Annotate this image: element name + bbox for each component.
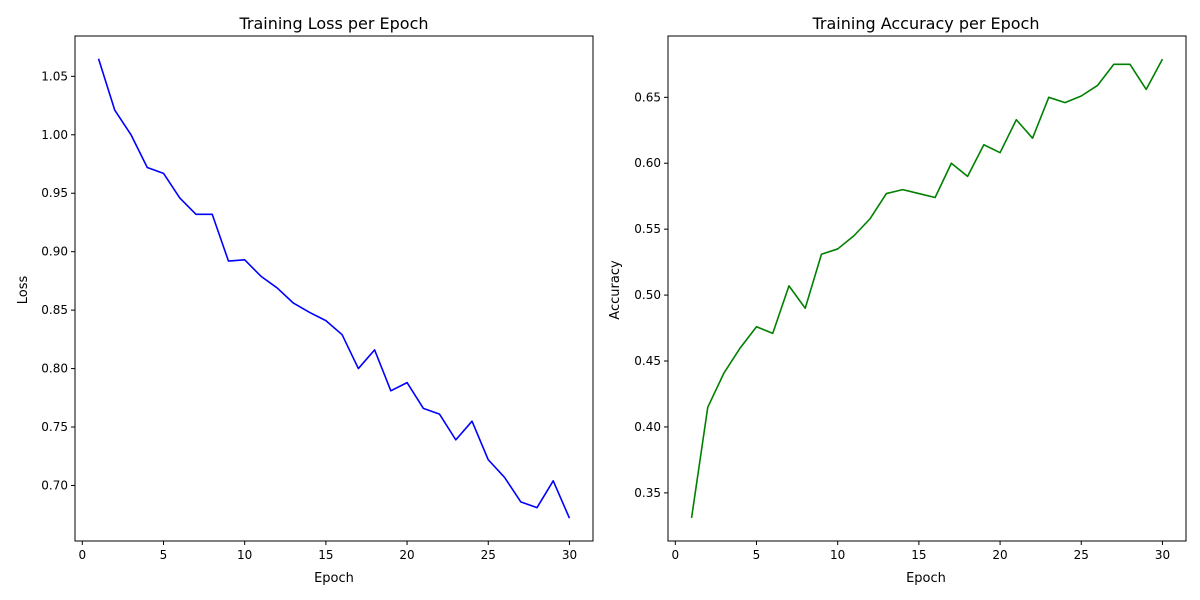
- accuracy-y-tick-label: 0.40: [634, 420, 661, 434]
- loss-series-line: [97, 58, 571, 519]
- accuracy-chart-title: Training Accuracy per Epoch: [811, 14, 1039, 33]
- loss-y-tick-label: 0.70: [41, 478, 68, 492]
- accuracy-y-tick-label: 0.45: [634, 354, 661, 368]
- loss-y-tick-label: 1.00: [41, 128, 68, 142]
- accuracy-x-tick-label: 20: [992, 548, 1007, 562]
- loss-x-tick-label: 0: [78, 548, 86, 562]
- loss-chart-title: Training Loss per Epoch: [238, 14, 428, 33]
- loss-x-tick-label: 25: [481, 548, 496, 562]
- accuracy-axes-frame: [667, 35, 1187, 542]
- loss-y-tick-label: 0.85: [41, 303, 68, 317]
- loss-chart: Training Loss per Epoch Epoch Loss 0 5 10 1…: [16, 14, 594, 586]
- loss-y-tick-label: 0.80: [41, 362, 68, 376]
- accuracy-x-tick-label: 0: [671, 548, 679, 562]
- accuracy-y-tick-label: 0.55: [634, 222, 661, 236]
- loss-x-tick-label: 5: [160, 548, 168, 562]
- loss-y-tick-label: 0.90: [41, 245, 68, 259]
- loss-x-tick-label: 15: [318, 548, 333, 562]
- loss-x-tick-label: 30: [562, 548, 577, 562]
- loss-axes-frame: [74, 35, 594, 542]
- accuracy-x-tick-label: 25: [1074, 548, 1089, 562]
- loss-y-tick-label: 0.75: [41, 420, 68, 434]
- accuracy-x-tick-label: 30: [1155, 548, 1170, 562]
- loss-x-tick-label: 10: [237, 548, 252, 562]
- loss-x-tick-label: 20: [399, 548, 414, 562]
- accuracy-chart: Training Accuracy per Epoch Epoch Accura…: [608, 14, 1187, 586]
- accuracy-series-line: [690, 58, 1164, 519]
- loss-y-axis-label: Loss: [16, 276, 31, 305]
- accuracy-x-tick-label: 15: [911, 548, 926, 562]
- accuracy-y-tick-label: 0.65: [634, 90, 661, 104]
- accuracy-x-tick-label: 5: [753, 548, 761, 562]
- accuracy-y-tick-label: 0.35: [634, 486, 661, 500]
- accuracy-x-tick-label: 10: [830, 548, 845, 562]
- accuracy-y-tick-label: 0.50: [634, 288, 661, 302]
- accuracy-y-tick-label: 0.60: [634, 156, 661, 170]
- loss-y-tick-label: 0.95: [41, 186, 68, 200]
- accuracy-y-axis-label: Accuracy: [608, 260, 623, 320]
- loss-y-tick-label: 1.05: [41, 69, 68, 83]
- accuracy-x-axis-label: Epoch: [906, 571, 946, 586]
- loss-x-axis-label: Epoch: [314, 571, 354, 586]
